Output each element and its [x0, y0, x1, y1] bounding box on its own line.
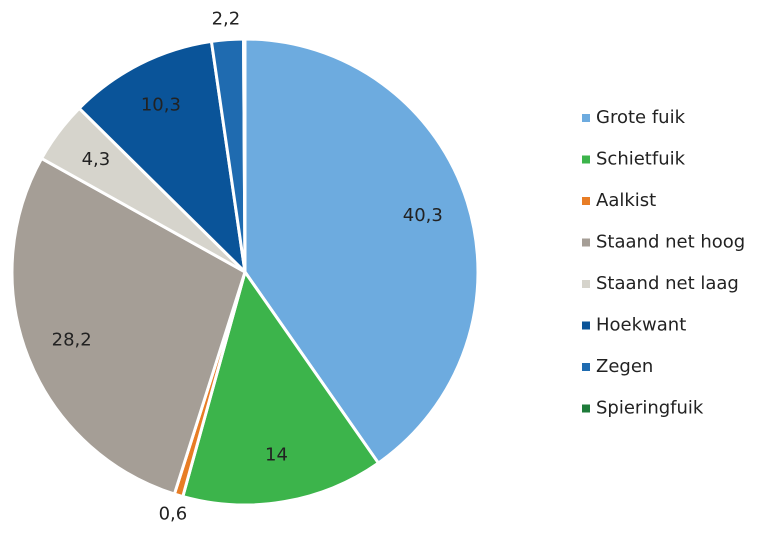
pie-slice: [243, 37, 480, 465]
legend-label: Grote fuik: [596, 107, 686, 128]
legend-label: Hoekwant: [596, 315, 686, 336]
legend-label: Zegen: [596, 356, 653, 377]
data-label: 4,3: [82, 149, 111, 170]
legend-swatch: [582, 404, 590, 413]
data-label: 14: [265, 445, 288, 466]
legend-swatch: [582, 238, 590, 247]
data-label: 2,2: [212, 9, 241, 30]
pie-slice: [242, 37, 247, 274]
pie-slice: [10, 156, 247, 496]
data-label: 0,6: [159, 504, 188, 525]
legend-label: Staand net laag: [596, 273, 739, 294]
data-label: 28,2: [52, 330, 92, 351]
pie-slice: [181, 270, 380, 507]
data-label: 10,3: [141, 95, 181, 116]
legend-label: Schietfuik: [596, 149, 686, 170]
legend-swatch: [582, 363, 590, 371]
legend-label: Staand net hoog: [596, 232, 745, 253]
legend-swatch: [582, 321, 590, 330]
pie-slice: [77, 39, 247, 274]
legend-swatch: [582, 197, 590, 205]
legend-swatch: [582, 114, 590, 122]
legend-label: Aalkist: [596, 190, 656, 211]
data-label: 40,3: [403, 205, 443, 226]
legend-swatch: [582, 280, 590, 288]
legend-swatch: [582, 155, 590, 164]
legend-label: Spieringfuik: [596, 398, 704, 419]
